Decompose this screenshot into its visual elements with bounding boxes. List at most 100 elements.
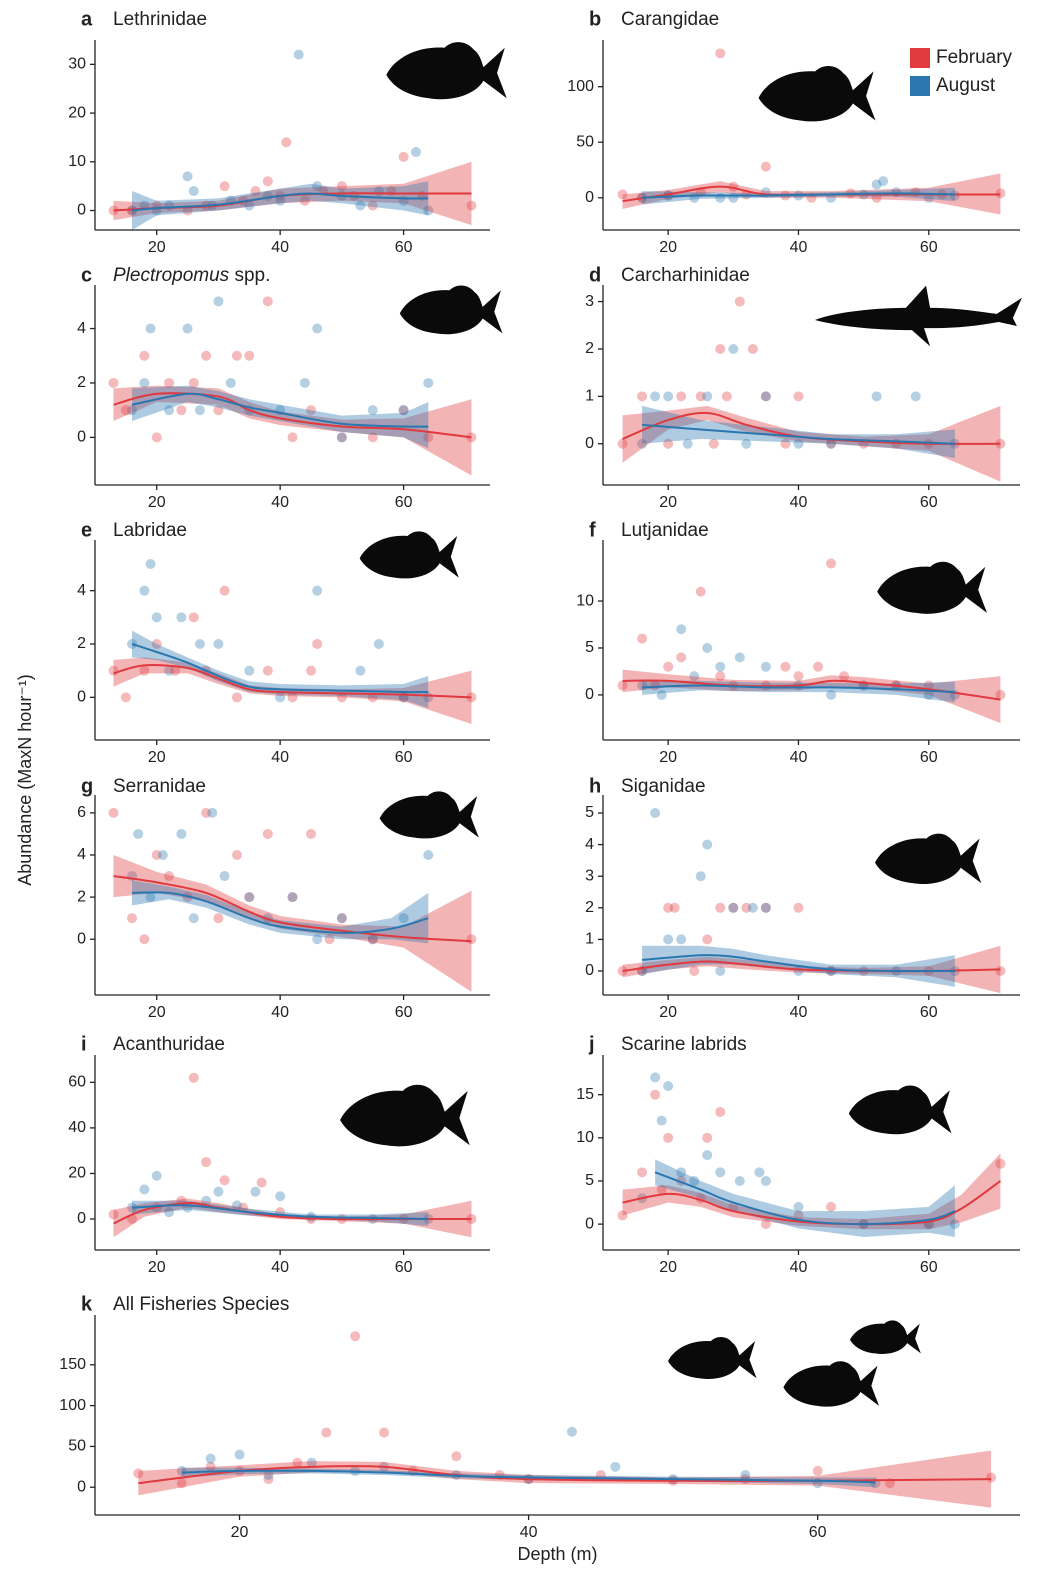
data-point — [225, 377, 236, 388]
data-point — [949, 190, 960, 201]
y-tick-label: 4 — [77, 320, 86, 337]
data-point — [826, 689, 837, 700]
data-point — [423, 205, 434, 216]
panel-title-text: Serranidae — [113, 776, 206, 797]
confidence-band — [132, 630, 429, 708]
data-point — [650, 680, 661, 691]
data-point — [213, 405, 224, 416]
x-tick-label: 20 — [148, 1259, 166, 1276]
panel-label: d — [589, 264, 601, 286]
fit-line — [622, 1180, 1002, 1226]
data-point — [715, 661, 726, 672]
data-point — [164, 871, 175, 882]
x-tick-label: 20 — [659, 749, 677, 766]
fit-line — [131, 192, 429, 212]
y-tick-label: 4 — [585, 836, 594, 853]
data-point — [262, 828, 273, 839]
data-point — [715, 1167, 726, 1178]
data-point — [244, 350, 255, 361]
data-point — [139, 585, 150, 596]
data-point — [312, 181, 323, 192]
panel-title-text: Scarine labrids — [621, 1034, 747, 1055]
shark-silhouette — [815, 285, 1022, 347]
confidence-band — [132, 880, 429, 944]
panel: j Scarine labrids 0 5 10 15 20 40 60 — [576, 1033, 1020, 1276]
data-point — [702, 391, 713, 402]
y-tick-label: 0 — [77, 930, 86, 947]
data-point — [299, 195, 310, 206]
data-point — [151, 432, 162, 443]
y-tick-label: 1 — [585, 388, 594, 405]
data-point — [299, 377, 310, 388]
data-point — [151, 850, 162, 860]
fit-line — [113, 392, 472, 439]
legend-label: August — [936, 75, 996, 96]
data-point — [466, 200, 477, 211]
fit-line — [622, 411, 1001, 445]
x-tick-label: 20 — [148, 494, 166, 511]
data-point — [287, 892, 298, 903]
data-point — [139, 1184, 150, 1195]
data-point — [306, 405, 317, 416]
data-point — [188, 186, 199, 197]
data-point — [164, 377, 175, 388]
data-point — [610, 1461, 621, 1472]
confidence-band — [113, 855, 472, 992]
data-point — [676, 1167, 687, 1178]
data-point — [760, 161, 771, 172]
data-point — [741, 438, 752, 449]
y-tick-label: 0 — [585, 189, 594, 206]
data-point — [151, 1170, 162, 1181]
data-point — [176, 612, 187, 623]
y-tick-label: 30 — [68, 56, 86, 73]
y-tick-label: 6 — [77, 804, 86, 821]
data-point — [164, 665, 175, 676]
data-point — [336, 181, 347, 192]
data-point — [650, 391, 661, 402]
data-point — [188, 1072, 199, 1083]
panel: a Lethrinidae 0 10 20 30 20 40 60 — [68, 8, 490, 256]
data-point — [244, 200, 255, 211]
y-tick-label: 4 — [77, 582, 86, 599]
confidence-band — [642, 405, 955, 458]
y-tick-label: 2 — [585, 899, 594, 916]
x-tick-label: 60 — [395, 1259, 413, 1276]
data-point — [336, 692, 347, 703]
legend-swatch — [910, 76, 930, 96]
data-point — [139, 665, 150, 676]
y-tick-label: 2 — [77, 635, 86, 652]
data-point — [205, 1453, 216, 1464]
y-tick-label: 0 — [77, 1478, 86, 1495]
y-tick-label: 2 — [77, 374, 86, 391]
panel: d Carcharhinidae 0 1 2 3 20 40 60 — [585, 264, 1020, 511]
data-point — [780, 661, 791, 672]
data-point — [213, 639, 224, 649]
data-point — [108, 1209, 119, 1220]
panel-label: c — [81, 264, 92, 286]
panel-title: Lutjanidae — [621, 520, 709, 541]
panel-label: g — [81, 775, 93, 797]
panel: c Plectropomus spp. 0 2 4 20 40 60 — [77, 264, 490, 511]
panel-label: j — [588, 1033, 595, 1055]
data-point — [663, 934, 674, 945]
y-tick-label: 10 — [68, 153, 86, 170]
data-point — [201, 1195, 212, 1206]
data-point — [256, 1177, 267, 1188]
data-point — [695, 391, 706, 402]
data-point — [312, 934, 323, 945]
data-point — [740, 1470, 751, 1480]
data-point — [702, 934, 713, 945]
data-point — [306, 1457, 317, 1468]
data-point — [702, 1132, 713, 1143]
y-tick-label: 0 — [77, 202, 86, 219]
y-tick-label: 0 — [585, 1215, 594, 1232]
fit-line — [642, 684, 955, 694]
data-point — [350, 1331, 361, 1342]
data-point — [734, 1175, 745, 1186]
panel: k All Fisheries Species 0 50 100 150 20 40 60 Dep… — [59, 1293, 1020, 1564]
panel-title-text: Carangidae — [621, 9, 719, 30]
data-point — [219, 871, 230, 882]
fit-line — [181, 1469, 876, 1484]
data-point — [244, 892, 255, 903]
data-point — [871, 391, 882, 402]
